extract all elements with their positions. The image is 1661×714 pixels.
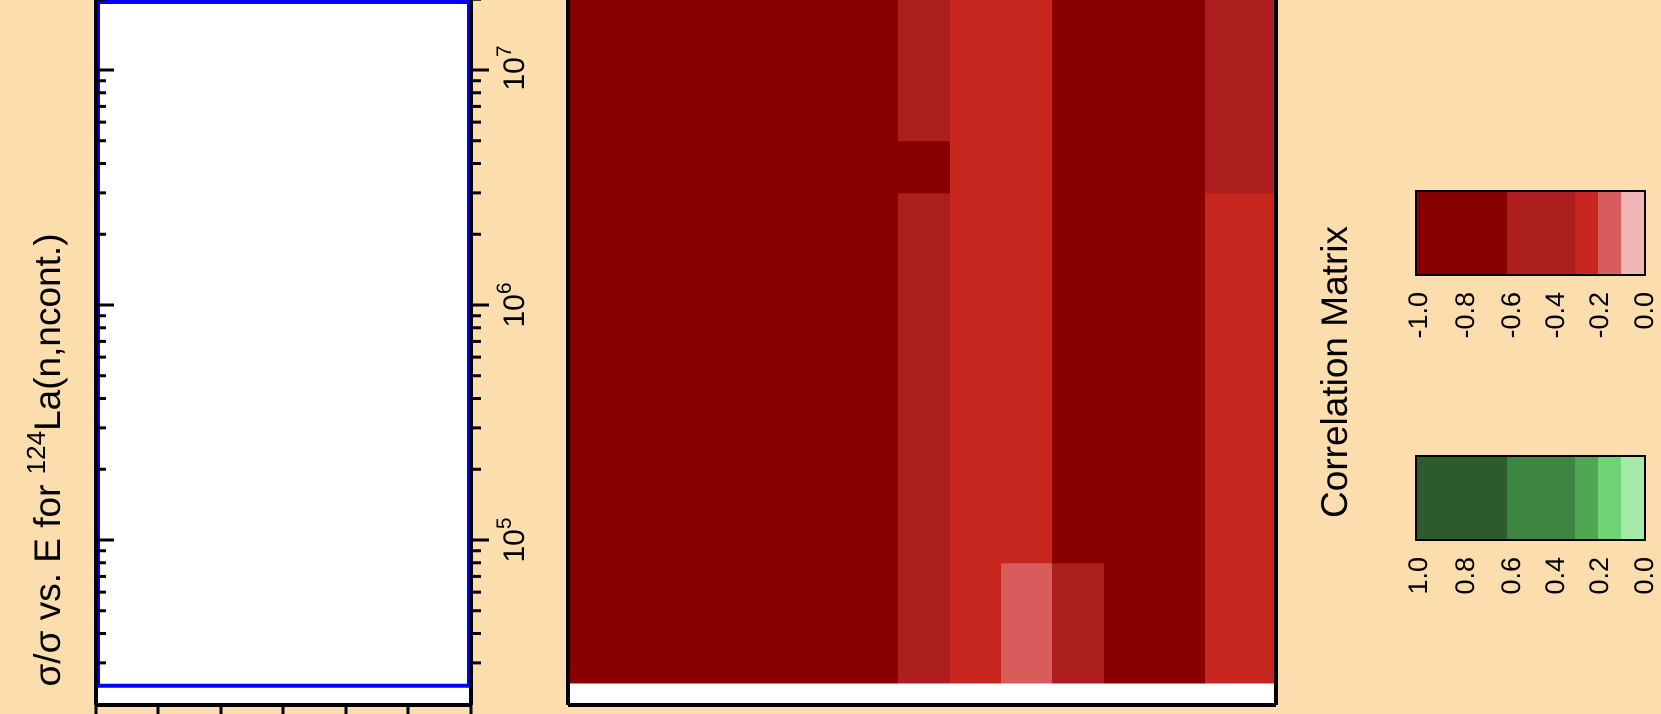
- heatmap-cell: [950, 562, 1002, 684]
- energy-tick-label-1e6: 106: [493, 282, 531, 327]
- heatmap-cell: [1052, 348, 1105, 564]
- heatmap-cell: [1052, 140, 1105, 194]
- heatmap-cell: [1001, 348, 1053, 564]
- neg-tick-label: -1.0: [1403, 292, 1433, 339]
- heatmap-cell: [1140, 192, 1206, 350]
- heatmap-cell: [898, 348, 951, 564]
- pos-colorbar-segment: [1598, 456, 1621, 540]
- pos-colorbar-segment: [1575, 456, 1598, 540]
- negative-colorbar: [1415, 190, 1646, 276]
- heatmap-cell: [1205, 562, 1275, 684]
- heatmap-cell: [1140, 348, 1206, 564]
- heatmap-cell: [950, 140, 1002, 194]
- neg-tick-label: -0.6: [1496, 292, 1526, 339]
- heatmap-cell: [1205, 140, 1275, 194]
- heatmap-cell: [898, 192, 951, 350]
- neg-tick-label: -0.2: [1584, 292, 1614, 339]
- neg-colorbar-segment: [1621, 191, 1645, 275]
- neg-colorbar-segment: [1507, 191, 1575, 275]
- heatmap-cell: [898, 140, 951, 194]
- neg-colorbar-segment-frame: [1415, 190, 1646, 276]
- heatmap-cell: [1104, 562, 1141, 684]
- heatmap-cell: [1052, 192, 1105, 350]
- heatmap-cell: [570, 140, 899, 194]
- uncertainty-plot-area: [96, 0, 471, 705]
- heatmap-cell: [1140, 0, 1206, 142]
- pos-tick-label: 0.2: [1584, 557, 1614, 595]
- pos-colorbar-segment: [1621, 456, 1645, 540]
- pos-tick-label: 0.8: [1450, 557, 1480, 595]
- pos-tick-label: 0.4: [1540, 557, 1570, 595]
- neg-tick-label: -0.4: [1540, 292, 1570, 339]
- heatmap-cell: [570, 348, 899, 564]
- heatmap-cell: [1104, 0, 1141, 142]
- correlation-legend: Correlation Matrix -1.0 -0.8 -0.6 -0.4 -…: [1314, 190, 1659, 595]
- heatmap-cell: [1140, 562, 1206, 684]
- heatmap-cell: [1001, 562, 1053, 684]
- neg-tick-label: 0.0: [1629, 292, 1659, 330]
- energy-tick-label-1e7: 107: [493, 45, 531, 90]
- heatmap-cell: [1001, 192, 1053, 350]
- heatmap-cell: [1205, 348, 1275, 564]
- pos-tick-label: 0.0: [1629, 557, 1659, 595]
- neg-colorbar-segment: [1598, 191, 1621, 275]
- legend-title: Correlation Matrix: [1314, 226, 1355, 518]
- heatmap-cell: [950, 348, 1002, 564]
- heatmap-cell: [1104, 348, 1141, 564]
- pos-colorbar-segment: [1416, 456, 1507, 540]
- uncertainty-plot: 105 106 107 σ/σ vs. E for 124La(n,ncont.…: [21, 0, 531, 714]
- heatmap-cell: [1205, 0, 1275, 142]
- heatmap-cell: [570, 192, 899, 350]
- positive-colorbar-ticks: 1.0 0.8 0.6 0.4 0.2 0.0: [1403, 557, 1659, 595]
- heatmap-cell: [1205, 192, 1275, 350]
- neg-tick-label: -0.8: [1450, 292, 1480, 339]
- uncertainty-ylabel: σ/σ vs. E for 124La(n,ncont.): [21, 233, 68, 686]
- pos-tick-label: 1.0: [1403, 557, 1433, 595]
- heatmap-cell: [1104, 192, 1141, 350]
- neg-colorbar-segment: [1416, 191, 1507, 275]
- heatmap-cell: [570, 562, 899, 684]
- positive-colorbar: [1415, 455, 1646, 541]
- negative-colorbar-ticks: -1.0 -0.8 -0.6 -0.4 -0.2 0.0: [1403, 292, 1659, 339]
- heatmap-cell: [570, 0, 899, 142]
- heatmap-cell: [1104, 140, 1141, 194]
- heatmap-cell: [1140, 140, 1206, 194]
- heatmap-cell: [1001, 0, 1053, 142]
- pos-colorbar-segment: [1507, 456, 1575, 540]
- heatmap-cell: [950, 192, 1002, 350]
- heatmap-cell: [898, 562, 951, 684]
- heatmap-cell: [950, 0, 1002, 142]
- correlation-heatmap: [566, 0, 1278, 707]
- heatmap-cell: [1001, 140, 1053, 194]
- heatmap-cell: [1052, 0, 1105, 142]
- heatmap-cells: [570, 0, 1275, 684]
- heatmap-cell: [1052, 562, 1105, 684]
- neg-colorbar-segment: [1575, 191, 1598, 275]
- energy-tick-label-1e5: 105: [493, 517, 531, 562]
- pos-colorbar-segment-frame: [1415, 455, 1646, 541]
- heatmap-cell: [898, 0, 951, 142]
- energy-tick-labels: 105 106 107: [493, 45, 531, 562]
- pos-tick-label: 0.6: [1496, 557, 1526, 595]
